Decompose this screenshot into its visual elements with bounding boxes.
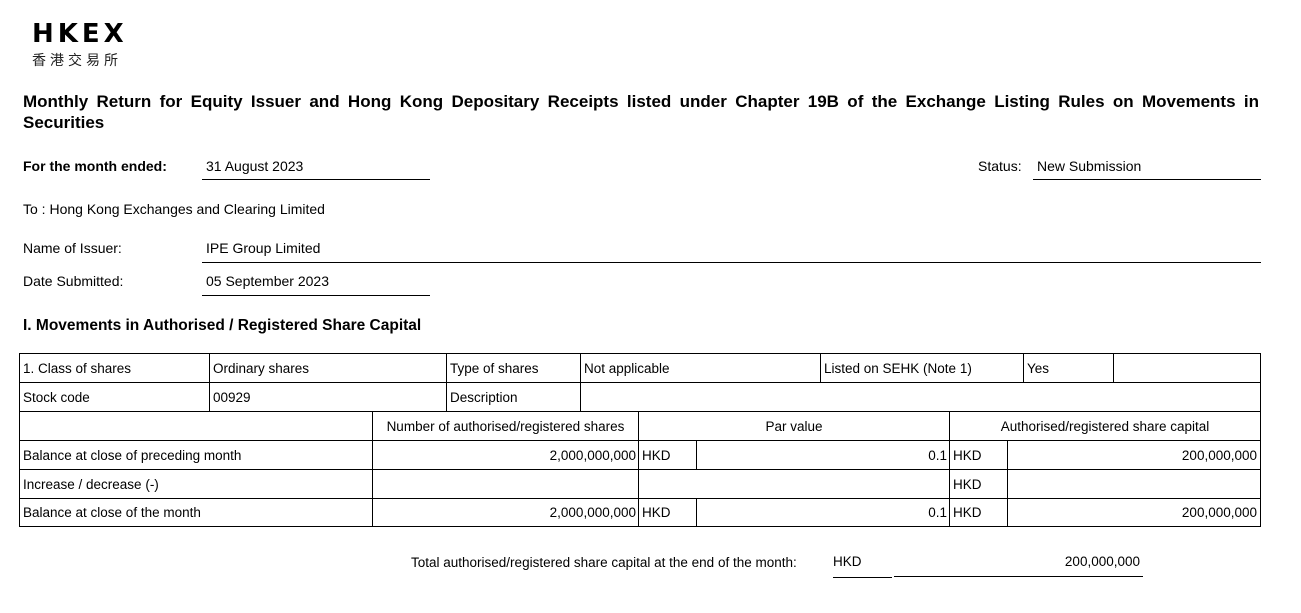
par-currency: HKD: [638, 498, 697, 527]
par-value: 0.1: [696, 440, 950, 470]
status-value: New Submission: [1033, 158, 1261, 180]
stock-label: Stock code: [19, 382, 210, 412]
logo-text: HKEX: [32, 19, 128, 49]
total-value: 200,000,000: [894, 554, 1143, 577]
capital-value: [1007, 469, 1261, 499]
hkex-logo: HKEX 香港交易所: [32, 20, 128, 70]
total-currency: HKD: [833, 554, 892, 578]
col-capital-header: Authorised/registered share capital: [949, 411, 1261, 441]
description-label: Description: [446, 382, 581, 412]
class-label: 1. Class of shares: [19, 353, 210, 383]
par-currency: HKD: [638, 440, 697, 470]
capital-currency: HKD: [949, 498, 1008, 527]
type-label: Type of shares: [446, 353, 581, 383]
par-value: [638, 469, 950, 499]
month-label: For the month ended:: [23, 158, 167, 174]
class-value: Ordinary shares: [209, 353, 447, 383]
logo-chinese: 香港交易所: [32, 52, 122, 68]
row-label: Balance at close of preceding month: [19, 440, 373, 470]
page-title: Monthly Return for Equity Issuer and Hon…: [23, 92, 1259, 132]
shares-value: 2,000,000,000: [372, 498, 639, 527]
stock-value: 00929: [209, 382, 447, 412]
listed-value: Yes: [1023, 353, 1114, 383]
col-shares-header: Number of authorised/registered shares: [372, 411, 639, 441]
col-par-header: Par value: [638, 411, 950, 441]
capital-value: 200,000,000: [1007, 440, 1261, 470]
status-label: Status:: [978, 158, 1022, 174]
month-value: 31 August 2023: [202, 158, 430, 180]
description-value: [580, 382, 1261, 412]
section-title: I. Movements in Authorised / Registered …: [23, 317, 422, 334]
to-line: To : Hong Kong Exchanges and Clearing Li…: [23, 201, 325, 217]
empty-cell: [1113, 353, 1261, 383]
row-label: Balance at close of the month: [19, 498, 373, 527]
shares-value: [372, 469, 639, 499]
issuer-value: IPE Group Limited: [202, 240, 1261, 263]
issuer-label: Name of Issuer:: [23, 240, 122, 256]
capital-value: 200,000,000: [1007, 498, 1261, 527]
total-label: Total authorised/registered share capita…: [411, 555, 797, 570]
par-value: 0.1: [696, 498, 950, 527]
capital-currency: HKD: [949, 440, 1008, 470]
capital-currency: HKD: [949, 469, 1008, 499]
row-label: Increase / decrease (-): [19, 469, 373, 499]
empty-header: [19, 411, 373, 441]
shares-value: 2,000,000,000: [372, 440, 639, 470]
date-value: 05 September 2023: [202, 273, 430, 296]
type-value: Not applicable: [580, 353, 821, 383]
listed-label: Listed on SEHK (Note 1): [820, 353, 1024, 383]
date-label: Date Submitted:: [23, 273, 124, 289]
